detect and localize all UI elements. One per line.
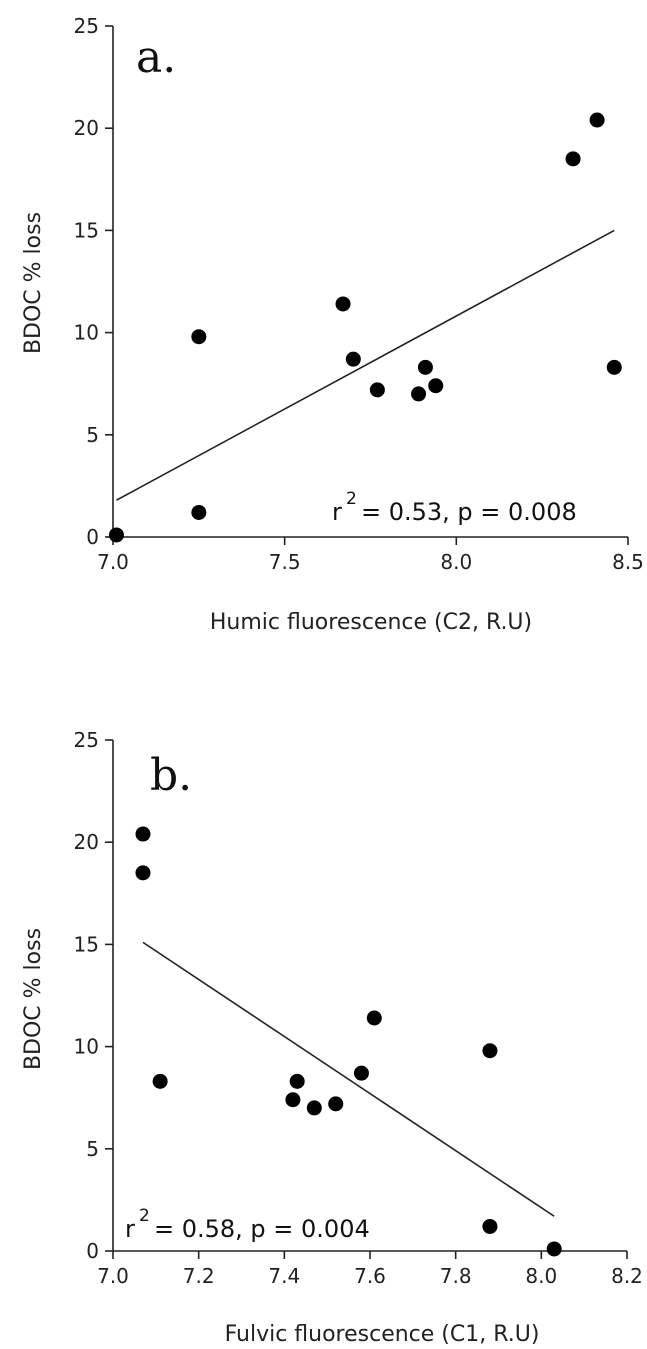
data-point-a xyxy=(411,386,427,402)
y-tick-label-a: 25 xyxy=(74,14,99,38)
data-point-a xyxy=(108,527,124,543)
stat-text-a: = 0.53, p = 0.008 xyxy=(361,498,577,526)
data-point-a xyxy=(428,378,444,394)
x-tick-label-b: 8.2 xyxy=(611,1264,643,1288)
y-tick-label-a: 0 xyxy=(86,525,99,549)
data-point-a xyxy=(191,504,207,520)
data-point-b xyxy=(482,1043,498,1059)
y-tick-label-a: 20 xyxy=(74,116,99,140)
data-point-b xyxy=(152,1073,168,1089)
x-axis-title-a: Humic fluorescence (C2, R.U) xyxy=(210,610,532,635)
chart-panel-b: b. r 2 = 0.58, p = 0.004 Fulvic fluoresc… xyxy=(21,728,643,1347)
data-point-a xyxy=(191,329,207,345)
x-tick-label-b: 7.0 xyxy=(97,1264,129,1288)
x-tick-label-b: 7.8 xyxy=(440,1264,472,1288)
y-axis-title-b: BDOC % loss xyxy=(21,928,46,1070)
data-point-b xyxy=(366,1010,382,1026)
x-tick-label-a: 7.0 xyxy=(97,550,129,574)
data-point-a xyxy=(417,359,433,375)
y-tick-label-a: 10 xyxy=(74,321,99,345)
data-point-b xyxy=(306,1100,322,1116)
x-tick-label-b: 7.2 xyxy=(183,1264,215,1288)
data-point-a xyxy=(606,359,622,375)
data-point-a xyxy=(589,112,605,128)
stat-r-exponent-a: 2 xyxy=(346,489,357,509)
regression-line-a xyxy=(116,229,615,501)
data-point-b xyxy=(135,826,151,842)
data-point-b xyxy=(285,1092,301,1108)
x-axis-title-b: Fulvic fluorescence (C1, R.U) xyxy=(225,1322,540,1347)
y-tick-label-a: 5 xyxy=(86,423,99,447)
stat-r-a: r xyxy=(332,498,342,526)
chart-panel-a: a. r 2 = 0.53, p = 0.008 Humic fluoresce… xyxy=(21,14,644,635)
y-tick-label-b: 0 xyxy=(86,1239,99,1263)
x-tick-label-b: 8.0 xyxy=(525,1264,557,1288)
panel-label-b: b. xyxy=(150,750,192,801)
data-point-a xyxy=(565,151,581,167)
data-point-b xyxy=(135,865,151,881)
data-point-b xyxy=(328,1096,344,1112)
x-tick-label-b: 7.4 xyxy=(268,1264,300,1288)
x-tick-label-a: 8.0 xyxy=(440,550,472,574)
x-tick-label-b: 7.6 xyxy=(354,1264,386,1288)
data-point-a xyxy=(335,296,351,312)
data-point-b xyxy=(482,1218,498,1234)
data-point-a xyxy=(369,382,385,398)
y-tick-label-b: 5 xyxy=(86,1137,99,1161)
data-point-b xyxy=(546,1241,562,1257)
y-axis-title-a: BDOC % loss xyxy=(21,212,46,354)
y-tick-label-b: 10 xyxy=(74,1035,99,1059)
stat-text-b: = 0.58, p = 0.004 xyxy=(154,1215,370,1243)
stat-r-exponent-b: 2 xyxy=(139,1206,150,1226)
panel-label-a: a. xyxy=(136,32,176,83)
regression-line-b xyxy=(142,941,555,1217)
x-tick-label-a: 8.5 xyxy=(612,550,644,574)
y-tick-label-b: 25 xyxy=(74,728,99,752)
data-point-b xyxy=(353,1065,369,1081)
stat-r-b: r xyxy=(125,1215,135,1243)
x-tick-label-a: 7.5 xyxy=(269,550,301,574)
y-tick-label-a: 15 xyxy=(74,218,99,242)
data-point-b xyxy=(289,1073,305,1089)
y-tick-label-b: 15 xyxy=(74,932,99,956)
y-tick-label-b: 20 xyxy=(74,830,99,854)
data-point-a xyxy=(345,351,361,367)
